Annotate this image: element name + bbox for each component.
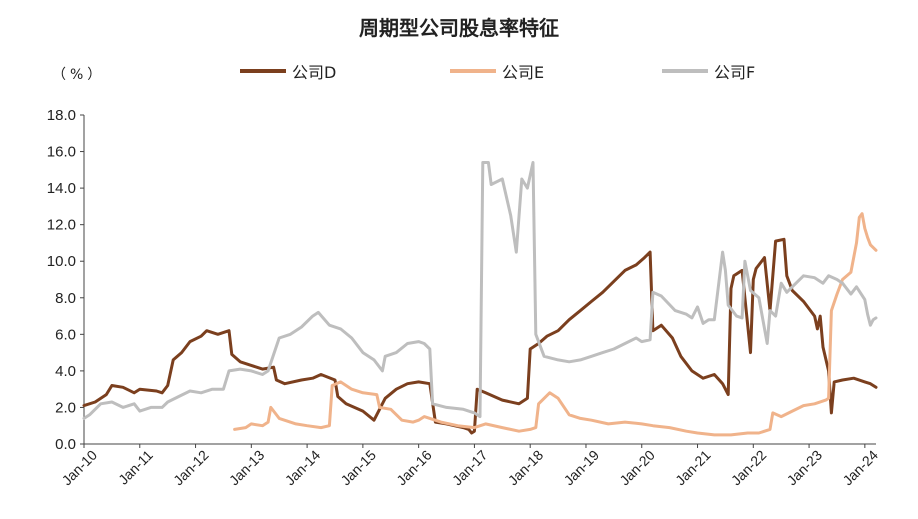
- y-tick-label: 8.0: [55, 290, 76, 307]
- legend-item-company-f: 公司F: [662, 60, 755, 82]
- y-tick-label: 2.0: [55, 399, 76, 416]
- chart-title: 周期型公司股息率特征: [359, 16, 559, 40]
- x-tick-label: Jan-22: [728, 447, 770, 489]
- x-tick-label: Jan-16: [393, 447, 435, 489]
- legend-swatch-company-d: [240, 69, 286, 73]
- legend-swatch-company-f: [662, 69, 708, 73]
- legend-label-company-e: 公司E: [502, 63, 545, 82]
- x-tick-label: Jan-13: [226, 447, 268, 489]
- y-tick-label: 0.0: [55, 436, 76, 453]
- x-tick-label: Jan-17: [449, 447, 491, 489]
- series-line-1: [82, 237, 878, 435]
- y-tick-label: 18.0: [47, 107, 76, 124]
- chart-axes: 0.0 2.0 4.0 6.0 8.0 10.0 12.0 14.0 16.0 18.0 Jan-1…: [47, 107, 881, 488]
- legend-swatch-company-e: [450, 69, 496, 73]
- x-tick-label: Jan-15: [337, 447, 379, 489]
- series-line-3: [82, 161, 878, 420]
- chart-series-lines: [82, 161, 878, 437]
- x-tick-label: Jan-23: [784, 447, 826, 489]
- legend-item-company-d: 公司D: [240, 60, 336, 82]
- legend-label-company-d: 公司D: [292, 63, 337, 82]
- y-tick-label: 16.0: [47, 144, 76, 161]
- legend-item-company-e: 公司E: [450, 60, 544, 82]
- x-tick-label: Jan-20: [616, 447, 658, 489]
- x-tick-label: Jan-18: [505, 447, 547, 489]
- y-tick-label: 4.0: [55, 363, 76, 380]
- x-tick-label: Jan-11: [115, 447, 156, 488]
- y-tick-label: 14.0: [47, 180, 76, 197]
- x-tick-label: Jan-21: [672, 447, 714, 489]
- series-line-2: [233, 212, 878, 437]
- x-tick-label: Jan-12: [170, 447, 212, 489]
- y-tick-label: 6.0: [55, 326, 76, 343]
- x-tick-label: Jan-19: [561, 447, 603, 489]
- x-tick-label: Jan-24: [839, 447, 881, 489]
- y-tick-label: 12.0: [47, 217, 76, 234]
- y-axis-unit-label: （%）: [52, 67, 106, 83]
- x-tick-label: Jan-14: [282, 447, 324, 489]
- legend-label-company-f: 公司F: [714, 63, 756, 82]
- y-tick-label: 10.0: [47, 253, 76, 270]
